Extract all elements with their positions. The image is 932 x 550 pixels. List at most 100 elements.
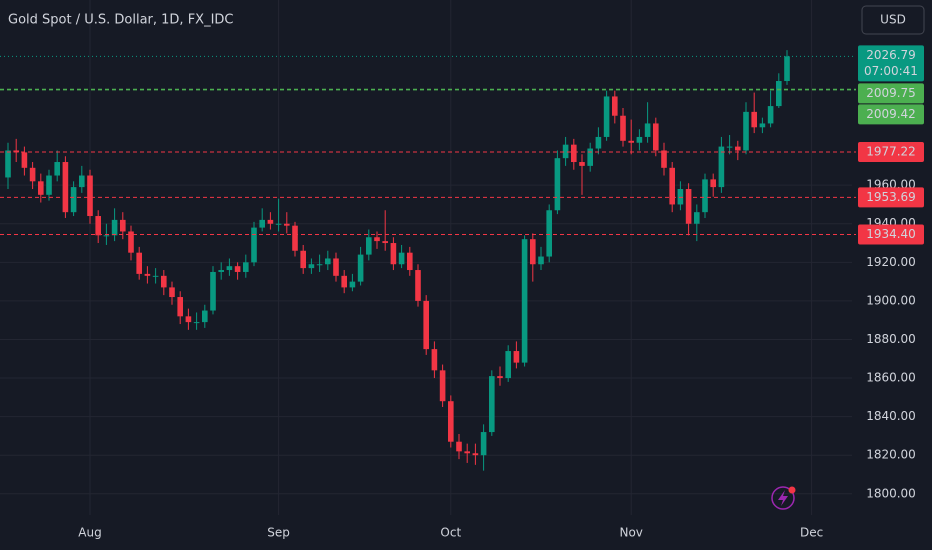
candle-body <box>267 219 274 224</box>
candle-body <box>472 453 479 456</box>
candle-body <box>636 136 643 143</box>
candle-body <box>571 144 577 163</box>
candle-body <box>161 275 167 288</box>
candle-body <box>79 175 85 188</box>
chart-title: Gold Spot / U.S. Dollar, 1D, FX_IDC <box>8 13 234 28</box>
candle-body <box>202 310 208 323</box>
candle-body <box>300 250 306 269</box>
plot <box>0 50 856 471</box>
candle-body <box>579 162 585 166</box>
candle-body <box>374 237 380 242</box>
candle-body <box>259 219 265 228</box>
candle-body <box>620 115 626 141</box>
candle-body <box>726 146 733 148</box>
candle-body <box>128 231 134 253</box>
candle-body <box>464 451 470 454</box>
candle-body <box>751 111 757 128</box>
y-tick-label: 1920.00 <box>866 255 916 269</box>
candle-body <box>62 162 69 213</box>
price-line-box <box>858 104 924 125</box>
candle-body <box>95 216 101 236</box>
candle-body <box>218 270 224 272</box>
candle-body <box>13 150 19 153</box>
y-tick-label: 1840.00 <box>866 409 916 423</box>
candle-body <box>554 158 561 211</box>
candle-body <box>275 223 282 225</box>
candle-body <box>120 219 126 232</box>
currency-label[interactable]: USD <box>880 13 906 27</box>
candle-body <box>316 264 323 266</box>
candle-body <box>407 252 413 271</box>
candle-body <box>776 81 782 107</box>
candle-body <box>530 239 536 265</box>
candle-body <box>292 225 298 251</box>
candle-body <box>398 252 405 265</box>
candle-body <box>366 237 372 255</box>
candle-body <box>21 152 28 168</box>
candle-body <box>284 223 290 226</box>
candle-body <box>669 167 675 205</box>
candle-body <box>784 56 790 82</box>
candle-body <box>382 241 388 244</box>
candle-body <box>735 146 741 151</box>
price-line-box <box>858 224 924 245</box>
price-line-label: 1953.69 <box>866 190 916 204</box>
candle-body <box>193 322 200 324</box>
candle-body <box>423 300 429 350</box>
candle-body <box>505 351 511 379</box>
price-line-label: 1977.22 <box>866 144 916 158</box>
candle-body <box>349 281 356 288</box>
candle-body <box>489 376 495 433</box>
y-tick-label: 1900.00 <box>866 293 916 307</box>
axis: 1800.00 1820.00 1840.00 1860.00 1880.00 1900.… <box>78 45 924 540</box>
candle-body <box>103 235 110 237</box>
price-line-box <box>858 83 924 104</box>
candle-body <box>210 271 216 311</box>
x-tick-label: Dec <box>800 526 823 540</box>
candle-body <box>243 262 249 272</box>
candle-body <box>431 349 438 371</box>
price-line-box <box>858 187 924 208</box>
candle-body <box>5 150 11 178</box>
candle-body <box>70 187 77 213</box>
candle-body <box>357 254 364 282</box>
candle-body <box>456 441 462 452</box>
candle-body <box>595 136 602 149</box>
candle-body <box>497 376 503 379</box>
x-tick-label: Sep <box>267 526 290 540</box>
currency-button[interactable] <box>861 5 925 35</box>
x-tick-label: Oct <box>440 526 461 540</box>
candle-body <box>710 179 716 188</box>
x-tick-label: Aug <box>78 526 101 540</box>
candle-body <box>308 264 315 269</box>
x-tick-label: Nov <box>619 526 642 540</box>
candle-body <box>612 96 618 116</box>
candle-body <box>29 167 36 182</box>
candle-body <box>677 189 684 205</box>
candle-body <box>521 239 528 363</box>
candle-body <box>226 266 233 271</box>
price-line-box <box>858 141 924 162</box>
candle-body <box>341 275 347 288</box>
candle-body <box>767 106 774 124</box>
candle-body <box>546 210 552 257</box>
candle-body <box>653 123 659 151</box>
candle-body <box>333 258 339 276</box>
candle-body <box>718 146 725 188</box>
candle-body <box>480 432 487 456</box>
current-price-label: 2026.79 <box>866 48 916 62</box>
candle-body <box>644 123 651 137</box>
candle-body <box>661 150 667 168</box>
countdown-label: 07:00:41 <box>864 64 918 78</box>
alert-icon[interactable] <box>771 486 796 510</box>
candle-body <box>136 252 142 274</box>
candle-body <box>87 175 93 217</box>
price-line-label: 2009.75 <box>866 86 916 100</box>
candle-body <box>152 275 159 277</box>
candle-body <box>234 266 241 272</box>
candle-body <box>390 243 397 265</box>
candle-body <box>702 179 708 213</box>
